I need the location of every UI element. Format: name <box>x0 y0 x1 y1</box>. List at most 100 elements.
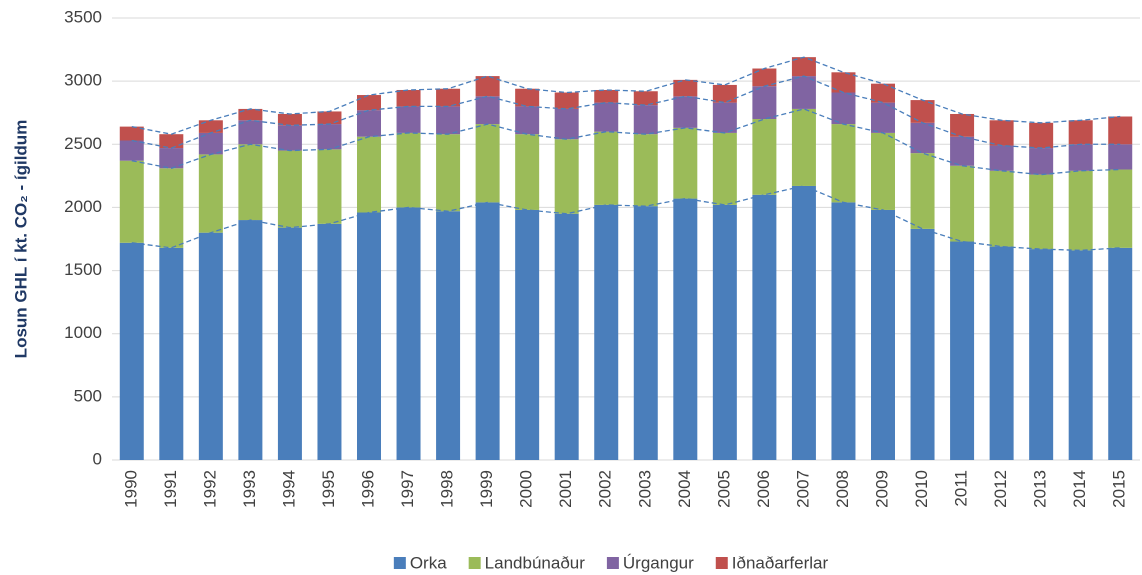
legend-label: Orka <box>410 553 447 572</box>
bar-segment <box>238 108 263 121</box>
bar-segment <box>1068 144 1093 171</box>
bar-segment <box>910 228 935 460</box>
bar-segment <box>357 95 381 111</box>
bar-segment <box>594 131 619 205</box>
bar-segment <box>159 168 184 248</box>
x-tick-label: 2011 <box>952 470 971 507</box>
bar-segment <box>989 170 1014 247</box>
bar-segment <box>871 209 895 460</box>
bar-segment <box>712 102 737 133</box>
bar-segment <box>673 96 698 128</box>
y-tick-label: 1500 <box>64 260 102 279</box>
legend: Orka Landbúnaður Úrgangur Iðnaðarferlar <box>393 553 829 572</box>
bar-segment <box>317 223 342 460</box>
bar-segment <box>673 79 698 97</box>
bar-segment <box>594 102 619 132</box>
x-tick-label: 1996 <box>358 470 377 508</box>
legend-swatch <box>606 557 619 569</box>
x-tick-label: 1995 <box>319 470 338 508</box>
trend-line <box>131 108 1121 176</box>
bar-segment <box>198 154 223 233</box>
bar-segment <box>752 68 777 87</box>
bar-segment <box>1029 249 1054 460</box>
legend-swatch <box>468 557 481 569</box>
bar-segment <box>989 246 1014 460</box>
bar-segment <box>910 122 935 154</box>
trend-line <box>131 56 1121 135</box>
bar-segment <box>752 194 777 461</box>
y-tick-label: 3500 <box>64 7 102 26</box>
x-tick-label: 2001 <box>556 470 575 508</box>
bar-segment <box>1068 250 1093 460</box>
x-tick-label: 2002 <box>596 470 615 508</box>
bar-segment <box>554 213 579 460</box>
bar-segment <box>673 127 698 199</box>
legend-label: Landbúnaður <box>485 553 586 572</box>
bar-segment <box>831 202 856 460</box>
bar-segment <box>475 124 500 203</box>
bar-segment <box>277 113 302 126</box>
bar-segment <box>950 241 975 460</box>
bar-segment <box>1029 174 1054 250</box>
bar-segment <box>436 134 461 212</box>
bar-segment <box>475 202 500 460</box>
bar-segment <box>317 124 342 150</box>
bar-segment <box>1108 116 1133 145</box>
bar-segment <box>989 120 1014 146</box>
bar-segment <box>554 92 579 109</box>
bar-segment <box>1029 122 1054 149</box>
x-tick-label: 1997 <box>398 470 417 508</box>
bar-segment <box>594 89 619 103</box>
bar-segment <box>950 136 975 166</box>
bar-segment <box>1029 148 1054 175</box>
bar-segment <box>317 149 342 224</box>
bar-segment <box>752 119 777 195</box>
x-tick-label: 2013 <box>1031 470 1050 508</box>
bar-segment <box>594 204 619 460</box>
bar-segment <box>198 132 223 155</box>
x-tick-label: 2004 <box>675 470 694 508</box>
y-tick-label: 3000 <box>64 71 102 90</box>
x-tick-label: 1994 <box>279 470 298 508</box>
y-tick-label: 2000 <box>64 197 102 216</box>
x-tick-label: 1992 <box>200 470 219 508</box>
bar-segment <box>871 132 895 210</box>
x-tick-label: 2003 <box>635 470 654 508</box>
bar-segment <box>831 72 856 93</box>
bar-segment <box>1068 120 1093 145</box>
x-tick-label: 2009 <box>872 470 891 508</box>
legend-swatch <box>715 557 728 569</box>
bar-segment <box>277 227 302 460</box>
bar-segment <box>119 242 144 460</box>
bar-segment <box>515 88 540 107</box>
bar-segment <box>277 125 302 151</box>
x-tick-label: 2014 <box>1070 470 1089 508</box>
bar-segment <box>159 134 184 149</box>
bar-segment <box>831 92 856 125</box>
bar-segment <box>436 211 461 460</box>
x-tick-label: 1998 <box>438 470 457 508</box>
x-tick-label: 2015 <box>1110 470 1129 508</box>
trend-line <box>131 75 1121 149</box>
x-tick-label: 2012 <box>991 470 1010 508</box>
y-tick-label: 0 <box>93 449 102 468</box>
legend-label: Iðnaðarferlar <box>732 553 829 572</box>
bar-segment <box>396 132 421 208</box>
bar-segment <box>910 153 935 229</box>
bar-segment <box>791 57 816 77</box>
bar-segment <box>396 207 421 460</box>
x-tick-label: 2007 <box>793 470 812 508</box>
bar-segment <box>791 185 816 460</box>
bar-segment <box>357 136 381 213</box>
x-tick-label: 1999 <box>477 470 496 508</box>
bar-segment <box>752 86 777 120</box>
bar-segment <box>1068 170 1093 251</box>
bar-segment <box>198 232 223 460</box>
bar-segment <box>791 76 816 109</box>
bar-segment <box>633 134 658 207</box>
y-axis-label: Losun GHL í kt. CO₂ - ígildum <box>11 120 30 359</box>
x-tick-label: 1991 <box>161 470 180 508</box>
legend-label: Úrgangur <box>623 553 694 572</box>
x-tick-label: 1993 <box>240 470 259 508</box>
